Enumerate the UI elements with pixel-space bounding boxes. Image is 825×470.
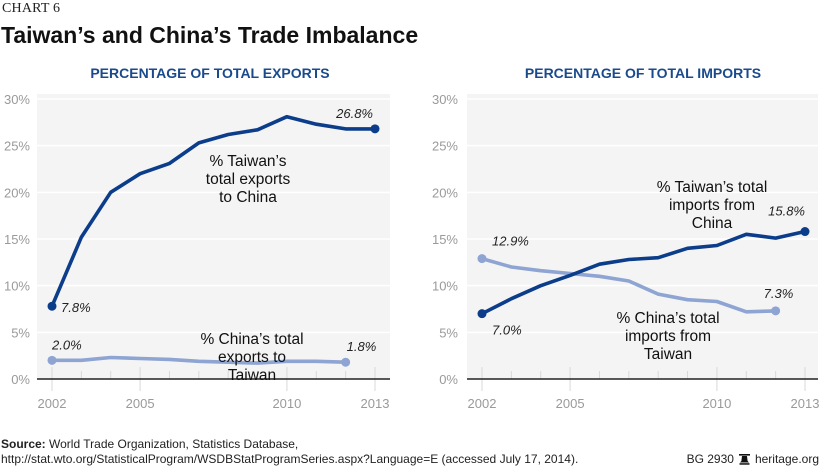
charts-canvas: PERCENTAGE OF TOTAL EXPORTS 0% 5% 10% 15% 20… — [4, 65, 819, 411]
exports-plot-background — [37, 94, 390, 379]
y-tick-label: 0% — [11, 372, 30, 387]
series-line — [50, 355, 348, 365]
series-annotation-line: exports to — [218, 349, 286, 366]
x-tick-label: 2002 — [468, 396, 497, 411]
series-annotation-line: China — [692, 215, 733, 232]
liberty-bell-icon — [738, 453, 750, 465]
publisher-credit: BG 2930 heritage.org — [687, 452, 819, 466]
source-label: Source: — [1, 437, 46, 451]
series-annotation: % Taiwan’s total imports from China — [657, 179, 768, 232]
end-value-label: 15.8% — [768, 204, 805, 219]
series-start-marker — [477, 309, 487, 319]
series-annotation-line: imports from — [625, 328, 711, 345]
imports-y-tick-labels: 0% 5% 10% 15% 20% 25% 30% — [432, 92, 458, 387]
exports-panel: PERCENTAGE OF TOTAL EXPORTS 0% 5% 10% 15% 20… — [4, 65, 390, 411]
series-line — [480, 256, 778, 314]
y-tick-label: 0% — [439, 372, 458, 387]
y-tick-label: 5% — [11, 325, 30, 340]
series-start-marker — [47, 355, 57, 365]
series-annotation-line: to China — [219, 189, 277, 206]
x-tick-label: 2010 — [272, 396, 301, 411]
chart-number: CHART 6 — [2, 1, 61, 16]
series-start-marker — [477, 254, 487, 264]
y-tick-label: 20% — [4, 185, 30, 200]
series-end-marker — [771, 306, 781, 316]
series-start-marker — [47, 301, 57, 311]
source-note: Source: World Trade Organization, Statis… — [1, 437, 578, 467]
end-value-label: 1.8% — [347, 339, 377, 354]
exports-series — [47, 114, 380, 367]
x-tick-label: 2005 — [126, 396, 155, 411]
end-value-label: 7.3% — [764, 286, 794, 301]
source-url: http://stat.wto.org/StatisticalProgram/W… — [1, 452, 579, 466]
y-tick-label: 15% — [432, 232, 458, 247]
exports-x-ticks — [51, 367, 376, 391]
series-annotation-line: % China’s total — [616, 310, 719, 327]
y-tick-label: 10% — [4, 279, 30, 294]
exports-series-labels: 2.0% 1.8% % China’s total exports to Taiwan 7… — [51, 106, 376, 384]
exports-y-tick-labels: 0% 5% 10% 15% 20% 25% 30% — [4, 92, 30, 387]
y-tick-label: 30% — [4, 92, 30, 107]
source-text: World Trade Organization, Statistics Dat… — [45, 437, 299, 451]
end-value-label: 26.8% — [335, 106, 373, 121]
imports-panel-title: PERCENTAGE OF TOTAL IMPORTS — [525, 65, 761, 81]
series-annotation: % Taiwan’s total exports to China — [206, 153, 291, 206]
imports-panel: PERCENTAGE OF TOTAL IMPORTS 0% 5% 10% 15% 20… — [432, 65, 819, 411]
y-tick-label: 25% — [432, 139, 458, 154]
series-annotation-line: % Taiwan’s total — [657, 179, 768, 196]
chart-title: Taiwan’s and China’s Trade Imbalance — [1, 22, 419, 48]
x-tick-label: 2002 — [38, 396, 67, 411]
start-value-label: 7.8% — [61, 300, 91, 315]
site-name: heritage.org — [754, 452, 819, 466]
x-tick-label: 2013 — [791, 396, 820, 411]
series-end-marker — [800, 227, 810, 237]
series-annotation-line: total exports — [206, 171, 291, 188]
series-line — [50, 114, 377, 309]
imports-x-tick-labels: 2002 2005 2010 2013 — [468, 396, 820, 411]
exports-panel-title: PERCENTAGE OF TOTAL EXPORTS — [90, 65, 329, 81]
imports-series-labels: 12.9%7.3%% China’s total imports from Taiw… — [492, 179, 805, 363]
series-annotation-line: imports from — [669, 197, 755, 214]
start-value-label: 12.9% — [492, 234, 529, 249]
y-tick-label: 25% — [4, 139, 30, 154]
series-annotation-line: % China’s total — [200, 331, 303, 348]
exports-gridlines — [37, 98, 390, 334]
x-tick-label: 2005 — [556, 396, 585, 411]
y-tick-label: 15% — [4, 232, 30, 247]
x-tick-label: 2010 — [702, 396, 731, 411]
start-value-label: 2.0% — [51, 337, 82, 352]
imports-series — [477, 227, 810, 319]
start-value-label: 7.0% — [492, 323, 522, 338]
series-annotation-line: Taiwan — [228, 367, 276, 384]
exports-x-tick-labels: 2002 2005 2010 2013 — [38, 396, 390, 411]
x-tick-label: 2013 — [361, 396, 390, 411]
y-tick-label: 5% — [439, 325, 458, 340]
y-tick-label: 10% — [432, 279, 458, 294]
series-end-marker — [341, 357, 351, 367]
series-annotation: % China’s total exports to Taiwan — [200, 331, 303, 384]
y-tick-label: 20% — [432, 185, 458, 200]
y-tick-label: 30% — [432, 92, 458, 107]
series-annotation-line: % Taiwan’s — [210, 153, 287, 170]
report-id: BG 2930 — [686, 452, 734, 466]
series-end-marker — [370, 124, 380, 134]
series-line — [480, 229, 807, 316]
series-annotation-line: Taiwan — [644, 346, 692, 363]
series-annotation: % China’s total imports from Taiwan — [616, 310, 719, 363]
